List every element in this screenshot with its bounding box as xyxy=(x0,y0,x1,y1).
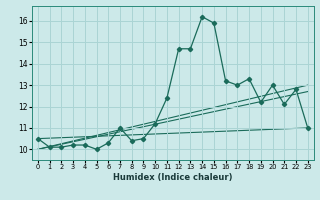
X-axis label: Humidex (Indice chaleur): Humidex (Indice chaleur) xyxy=(113,173,233,182)
